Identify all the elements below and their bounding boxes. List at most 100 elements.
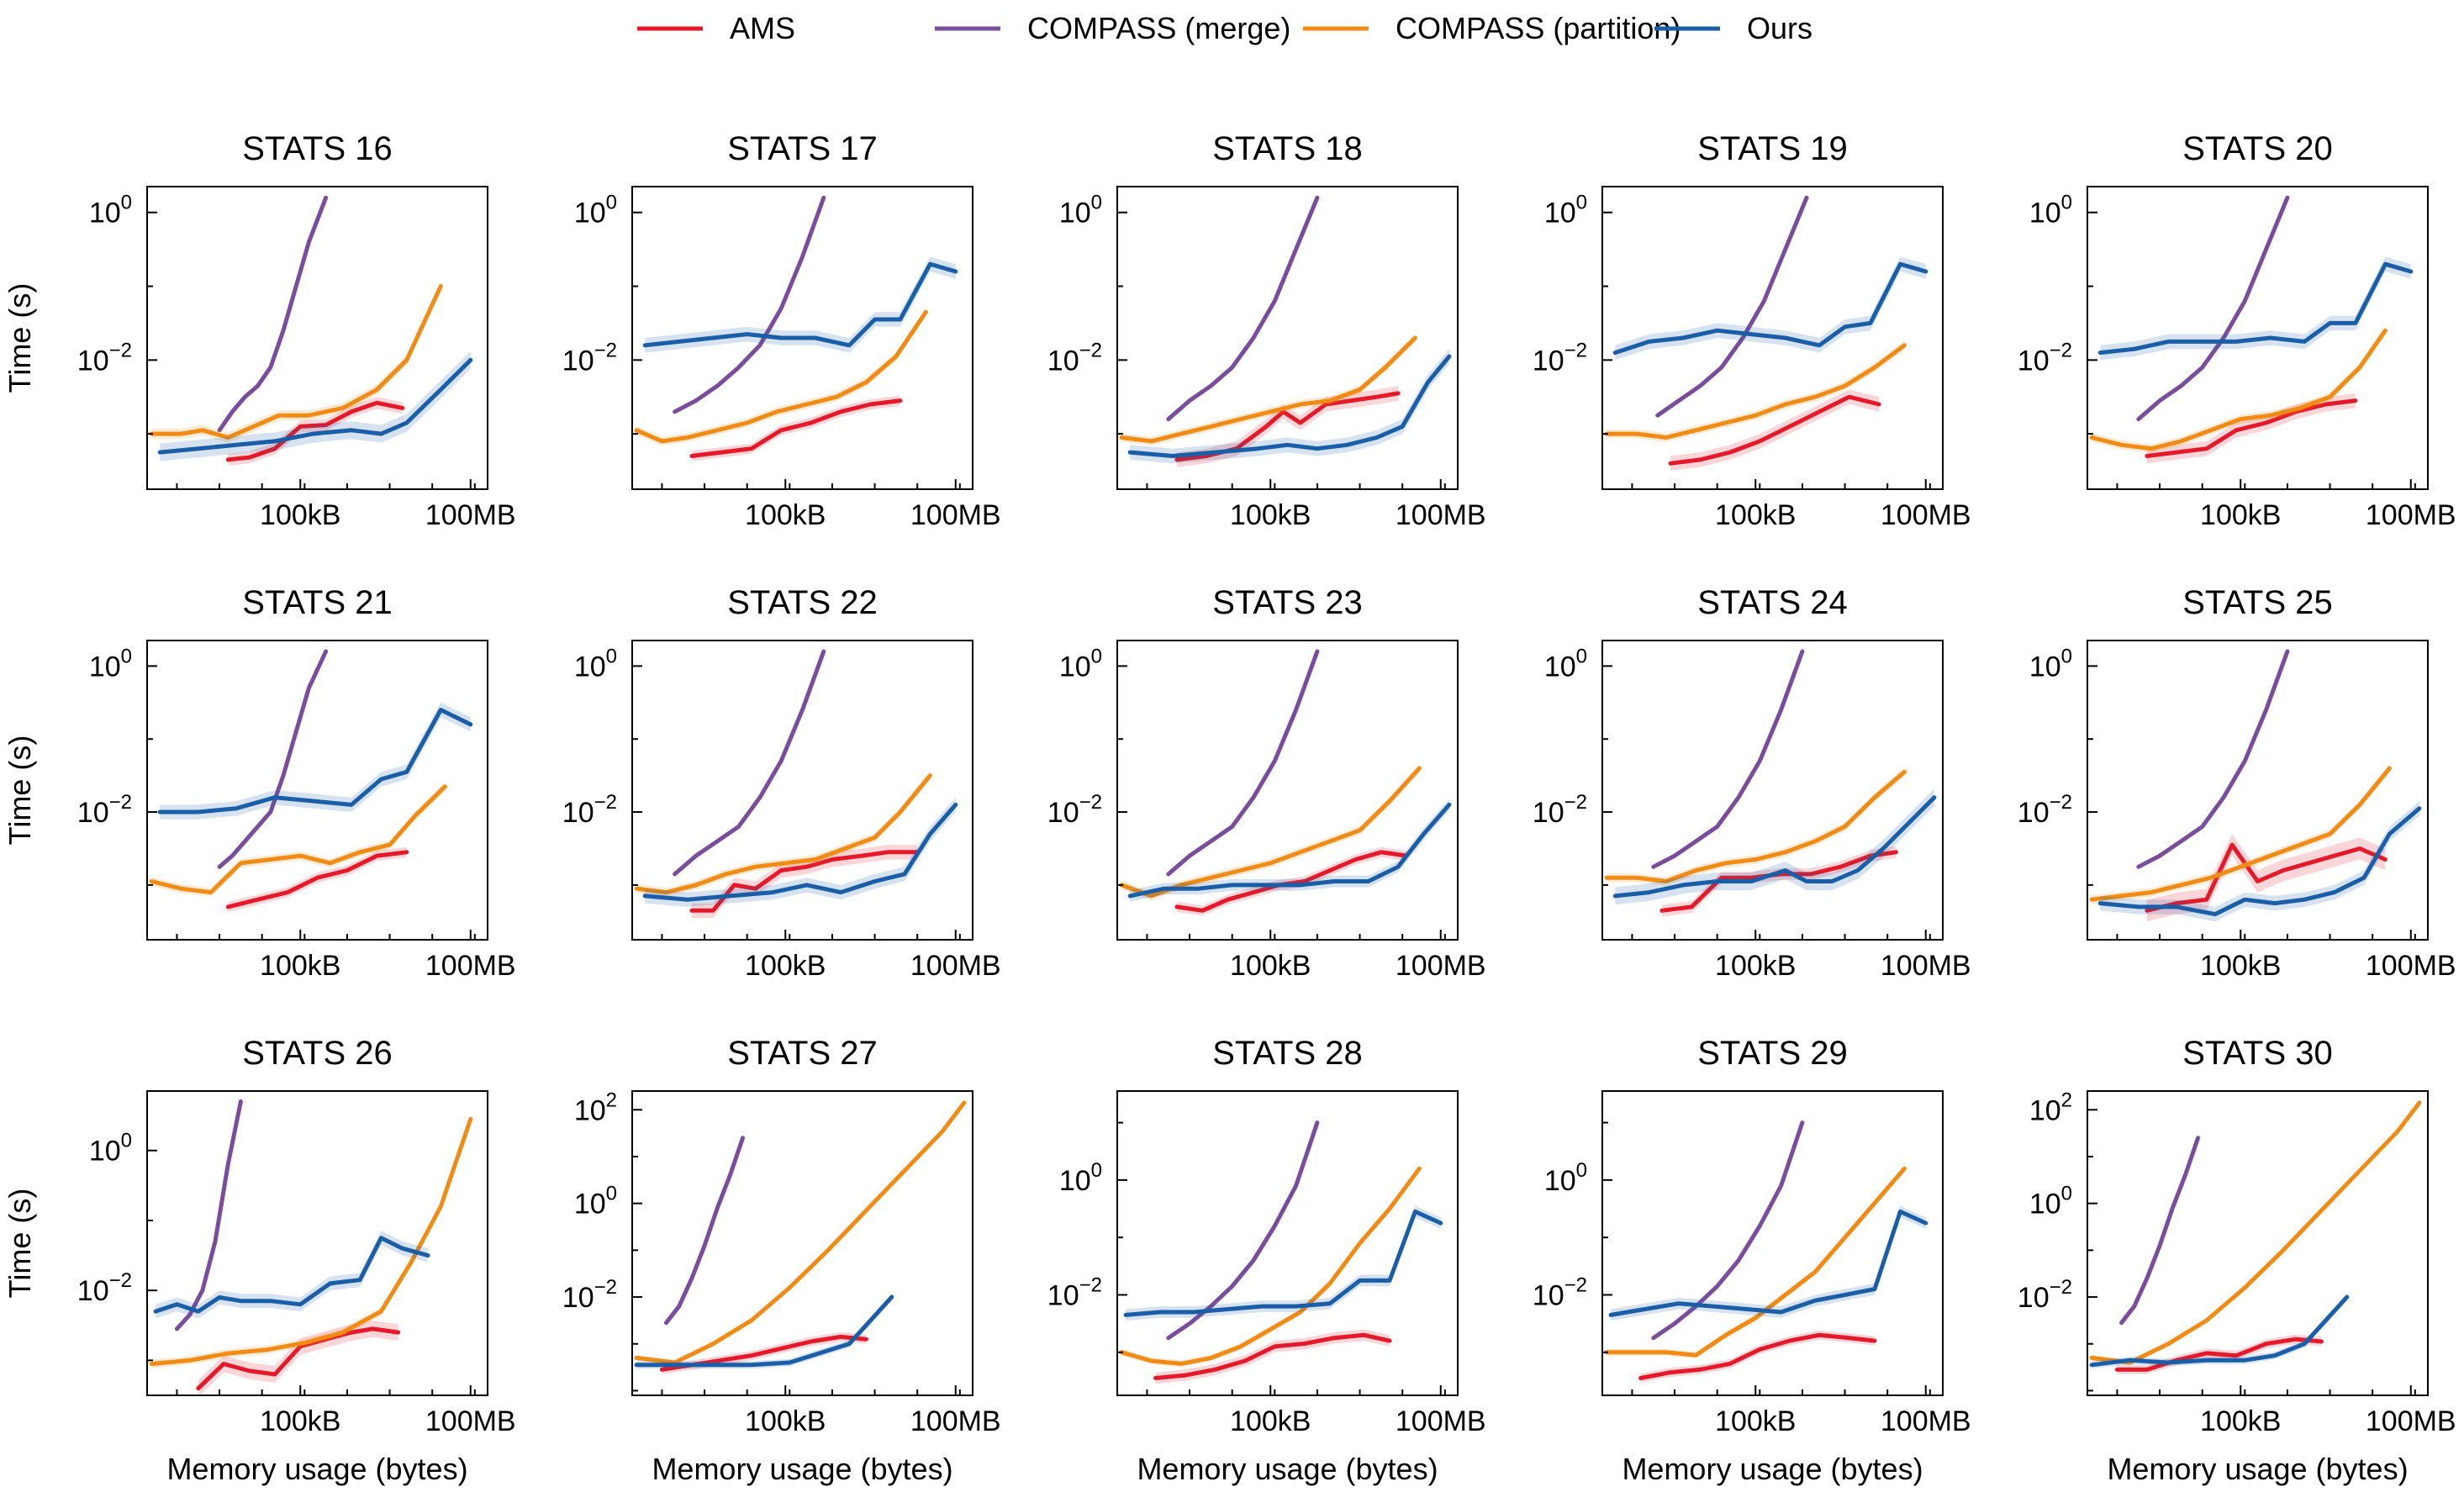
series-line-ours — [642, 261, 958, 348]
panel-13: STATS 28 10−2 100 100kB 100MB Memory usage (b… — [1047, 1035, 1486, 1486]
series-line-compass-partition- — [634, 309, 928, 444]
axes-frame — [146, 186, 488, 490]
plot-area — [2089, 649, 2422, 922]
plot-area — [1604, 1120, 1928, 1383]
y-tick-label: 102 — [574, 1089, 617, 1126]
series-line-compass-partition- — [2089, 1100, 2422, 1365]
y-tick-label: 10−2 — [77, 791, 132, 829]
series-line-compass-partition- — [1604, 343, 1907, 440]
x-tick-label: 100MB — [1881, 499, 1971, 531]
x-tick-label: 100MB — [1396, 950, 1486, 982]
series-line-compass-merge- — [1655, 195, 1809, 418]
y-tick-label: 100 — [2029, 1183, 2072, 1220]
series-line-compass-merge- — [217, 195, 329, 433]
y-tick-label: 10−2 — [1047, 339, 1102, 377]
plot-area — [149, 649, 473, 912]
panel-10: STATS 25 10−2 100 100kB 100MB — [2018, 584, 2456, 982]
series-line-compass-merge- — [1166, 195, 1320, 422]
series-band-compass-partition- — [1121, 1165, 1420, 1368]
series-line-ams — [2145, 842, 2387, 913]
x-tick-label: 100MB — [2366, 1405, 2456, 1437]
plot-area — [1119, 1120, 1443, 1384]
legend-label: COMPASS (merge) — [1027, 11, 1290, 45]
y-tick-label: 10−2 — [562, 1276, 617, 1314]
y-tick-label: 100 — [1544, 645, 1587, 683]
x-tick-label: 100MB — [425, 1405, 516, 1437]
y-tick-label: 100 — [89, 1130, 132, 1168]
panel-title: STATS 24 — [1697, 584, 1848, 621]
panel-title: STATS 27 — [727, 1035, 878, 1072]
x-tick-label: 100MB — [2366, 499, 2456, 531]
series-line-compass-partition- — [634, 773, 932, 895]
plot-area — [1119, 195, 1452, 467]
axes-frame — [2087, 1090, 2429, 1396]
series-line-ams — [1659, 850, 1898, 913]
panel-title: STATS 22 — [727, 584, 878, 621]
axes-frame — [1601, 640, 1944, 941]
y-axis-label: Time (s) — [3, 1189, 37, 1299]
axes-frame — [1601, 1090, 1944, 1396]
series-band-compass-partition- — [151, 281, 441, 443]
panel-title: STATS 17 — [727, 130, 878, 167]
series-line-compass-merge- — [217, 649, 329, 869]
series-band-compass-partition- — [2092, 1099, 2419, 1366]
y-tick-label: 100 — [1059, 1159, 1102, 1197]
axes-frame — [2087, 640, 2429, 941]
plot-area — [149, 195, 473, 466]
series-line-ours — [634, 1294, 894, 1368]
panel-title: STATS 30 — [2182, 1035, 2333, 1072]
panel-title: STATS 16 — [242, 130, 393, 167]
series-line-ams — [196, 1326, 401, 1391]
series-line-ams — [2145, 398, 2358, 458]
panel-1: STATS 16 10−2 100 100kB 100MB Time (s) — [3, 130, 516, 531]
series-line-compass-merge- — [1651, 649, 1805, 869]
series-band-compass-partition- — [2092, 326, 2386, 453]
series-line-compass-merge- — [174, 1099, 243, 1331]
x-tick-label: 100kB — [2200, 1405, 2281, 1437]
y-axis-label: Time (s) — [3, 735, 37, 846]
y-tick-label: 10−2 — [2018, 1276, 2072, 1314]
panel-title: STATS 21 — [242, 584, 393, 621]
x-tick-label: 100MB — [1396, 1405, 1486, 1437]
panel-11: STATS 26 10−2 100 100kB 100MB Time (s) Memory … — [3, 1035, 516, 1486]
series-band-compass-partition- — [636, 1099, 964, 1366]
x-axis-label: Memory usage (bytes) — [1137, 1452, 1438, 1486]
y-tick-label: 10−2 — [1533, 339, 1587, 377]
series-line-ours — [1127, 354, 1452, 458]
axes-frame — [631, 640, 973, 941]
series-line-ours — [157, 357, 473, 455]
series-line-ams — [225, 850, 409, 909]
series-line-compass-merge- — [1166, 1120, 1320, 1341]
series-line-ours — [1608, 1209, 1928, 1317]
panel-title: STATS 29 — [1697, 1035, 1848, 1072]
axes-frame — [631, 186, 973, 490]
series-line-compass-partition- — [1604, 769, 1907, 883]
panel-12: STATS 27 10−2 100 102 100kB 100MB Memory usage… — [562, 1035, 1001, 1486]
legend-label: COMPASS (partition) — [1396, 11, 1680, 45]
y-tick-label: 10−2 — [562, 339, 617, 377]
legend-item-2: COMPASS (partition) — [1303, 11, 1680, 45]
y-tick-label: 10−2 — [77, 339, 132, 377]
x-tick-label: 100kB — [745, 950, 826, 982]
panel-title: STATS 18 — [1212, 130, 1363, 167]
axes-frame — [631, 1090, 973, 1396]
series-line-ours — [1123, 1209, 1443, 1317]
y-tick-label: 10−2 — [1533, 791, 1587, 829]
x-tick-label: 100MB — [425, 499, 516, 531]
series-line-ours — [2097, 261, 2414, 356]
series-band-ours — [1126, 1205, 1441, 1321]
plot-area — [1119, 649, 1452, 916]
series-line-compass-merge- — [2119, 1136, 2201, 1326]
series-line-ours — [157, 708, 473, 815]
y-tick-label: 100 — [89, 645, 132, 683]
x-tick-label: 100kB — [1715, 1405, 1796, 1437]
series-line-compass-merge- — [2136, 649, 2290, 869]
y-tick-label: 10−2 — [562, 791, 617, 829]
x-tick-label: 100kB — [1230, 499, 1311, 531]
series-line-compass-merge- — [1651, 1120, 1805, 1341]
series-line-compass-merge- — [2136, 195, 2290, 422]
legend-label: Ours — [1747, 11, 1812, 45]
axes-frame — [146, 1090, 488, 1396]
x-tick-label: 100kB — [260, 499, 340, 531]
series-line-ams — [1668, 394, 1881, 466]
